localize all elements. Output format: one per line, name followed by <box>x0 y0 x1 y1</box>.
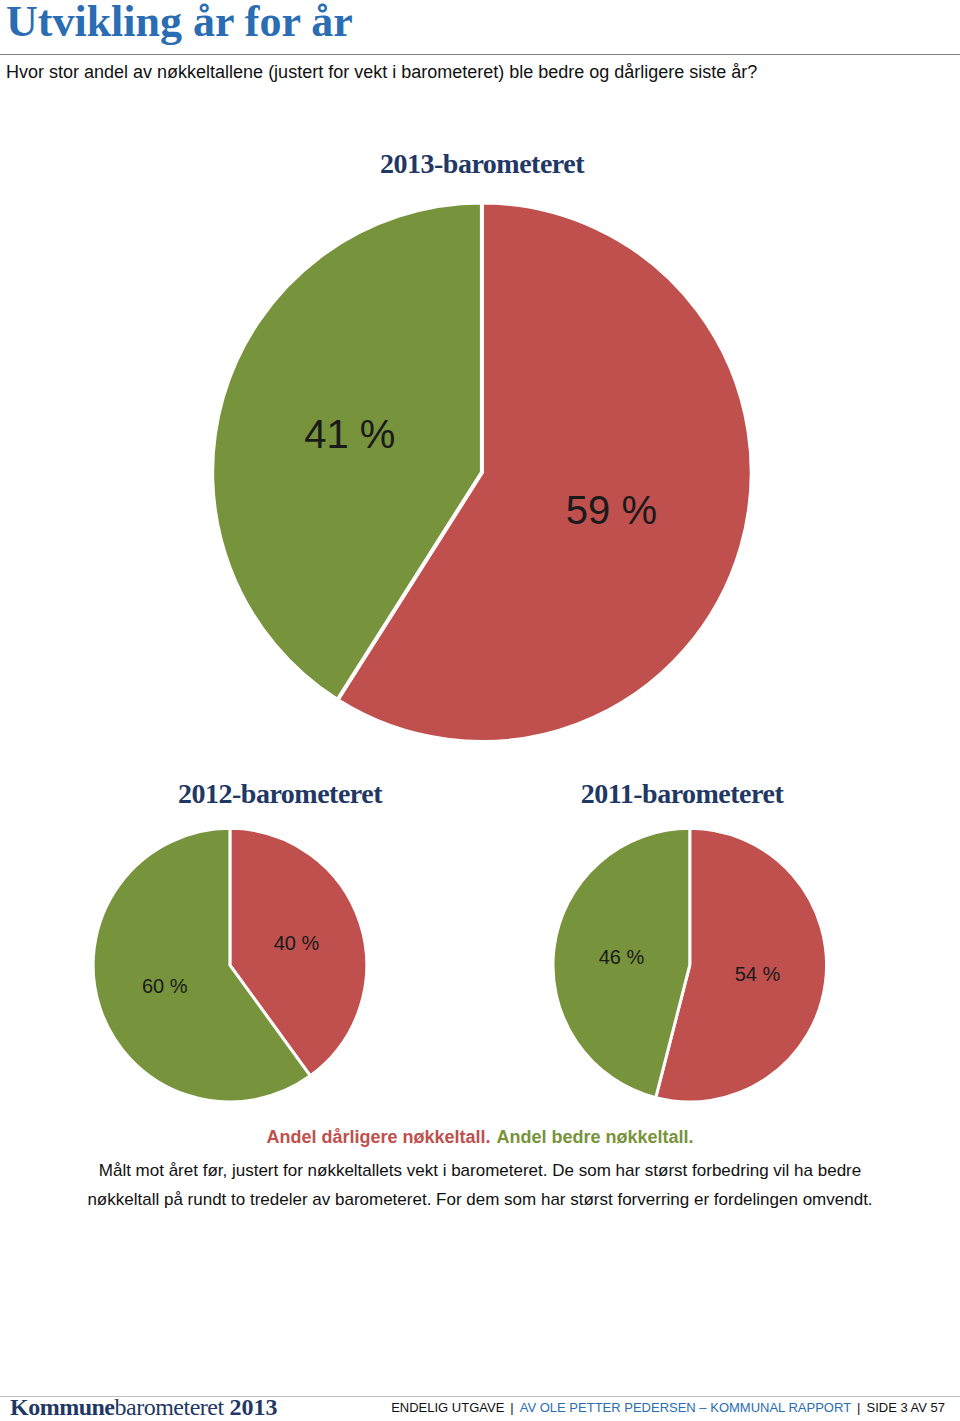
html-text:Andel dårligere nøkkeltall. An: Andel dårligere nøkkeltall. Andel bedre … <box>266 1127 694 1147</box>
html-text:2013-barometeret: 2013-barometeret <box>380 148 584 179</box>
svg-text:60 %: 60 % <box>142 975 188 997</box>
svg-text:40 %: 40 % <box>274 932 320 954</box>
html-text:nøkkeltall på rundt to tredele: nøkkeltall på rundt to tredeler av barom… <box>87 1190 873 1209</box>
svg-text:46 %: 46 % <box>599 946 645 968</box>
html-text:2011-barometeret: 2011-barometeret <box>580 778 784 809</box>
html-text:ENDELIG UTGAVE | AV OLE PETTER: ENDELIG UTGAVE | AV OLE PETTER PEDERSEN … <box>391 1400 945 1415</box>
svg-text:54 %: 54 % <box>735 963 781 985</box>
html-text:Hvor stor andel av nøkkeltalle: Hvor stor andel av nøkkeltallene (juster… <box>6 62 758 82</box>
svg-text:41 %: 41 % <box>304 412 395 456</box>
svg-text:59 %: 59 % <box>566 488 657 532</box>
html-text:Kommune barometeret 2013: Kommune barometeret 2013 <box>10 1394 278 1420</box>
html-text:2012-barometeret: 2012-barometeret <box>178 778 382 809</box>
html-text:Målt mot året før, justert for: Målt mot året før, justert for nøkkeltal… <box>98 1161 862 1180</box>
